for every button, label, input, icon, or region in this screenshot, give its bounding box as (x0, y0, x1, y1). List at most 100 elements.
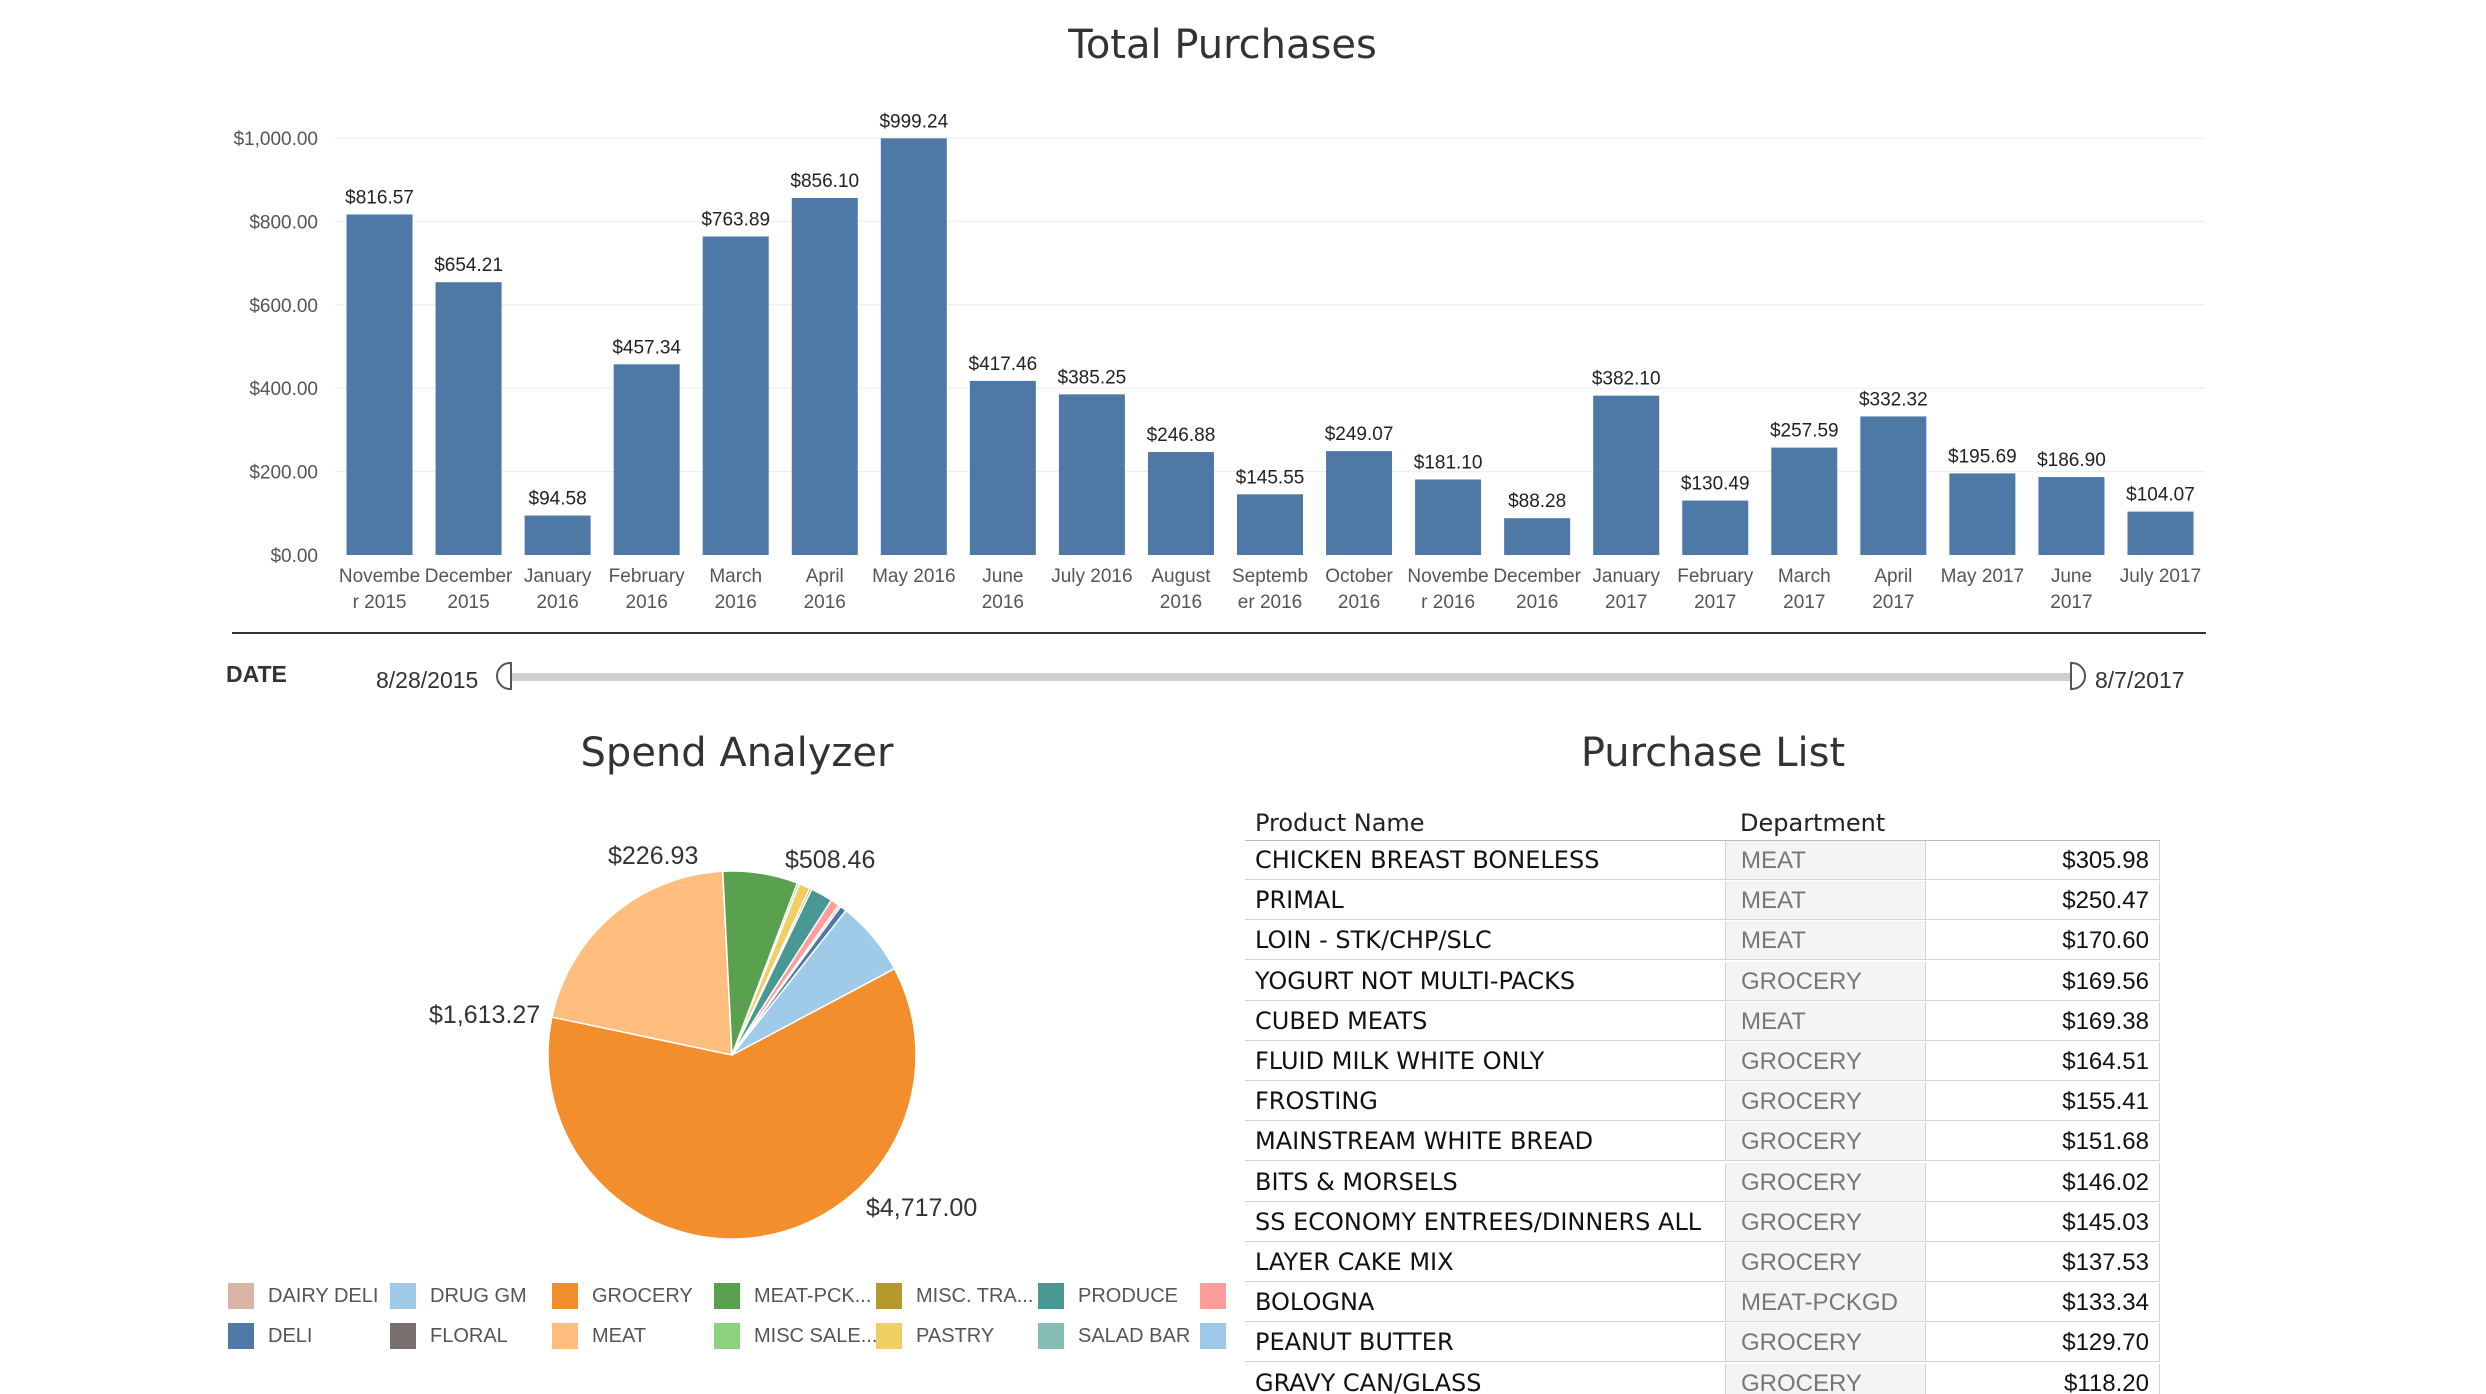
bar (1326, 451, 1393, 555)
department-cell: GROCERY (1725, 1162, 1925, 1202)
legend-item[interactable]: GROCERY (552, 1282, 693, 1310)
pie-chart-title: Spend Analyzer (580, 730, 894, 776)
date-slider-end-handle[interactable] (2070, 662, 2086, 690)
table-row[interactable]: GRAVY CAN/GLASS GROCERY $118.20 (1245, 1363, 2160, 1394)
bar (1771, 447, 1838, 555)
x-tick-label: January (1592, 566, 1660, 587)
legend-swatch (876, 1323, 902, 1349)
department-cell: GROCERY (1725, 1042, 1925, 1081)
amount-cell: $305.98 (1925, 841, 2160, 880)
table-row[interactable]: BITS & MORSELS GROCERY $146.02 (1245, 1162, 2160, 1203)
table-row[interactable]: FROSTING GROCERY $155.41 (1245, 1082, 2160, 1122)
legend-item[interactable]: PRODUCE (1038, 1282, 1178, 1310)
column-header-department[interactable]: Department (1740, 809, 1886, 837)
legend-label: DRUG GM (430, 1284, 527, 1307)
bar-value-label: $249.07 (1325, 424, 1394, 445)
legend-swatch (1038, 1283, 1064, 1309)
legend-item[interactable]: T (1200, 1322, 1228, 1350)
table-row[interactable]: PEANUT BUTTER GROCERY $129.70 (1245, 1323, 2160, 1363)
bar (1147, 452, 1214, 555)
x-tick-label: June (982, 566, 1023, 587)
legend-swatch (390, 1283, 416, 1309)
legend-item[interactable]: PASTRY (876, 1322, 994, 1350)
table-row[interactable]: FLUID MILK WHITE ONLY GROCERY $164.51 (1245, 1042, 2160, 1082)
legend-label: GROCERY (592, 1284, 693, 1307)
legend-label: PASTRY (916, 1324, 995, 1347)
date-slider-track[interactable] (500, 673, 2080, 681)
pie-slice (551, 870, 733, 1056)
table-row[interactable]: CUBED MEATS MEAT $169.38 (1245, 1001, 2160, 1042)
bar (702, 236, 769, 555)
table-row[interactable]: LOIN - STK/CHP/SLC MEAT $170.60 (1245, 921, 2160, 961)
x-tick-label: January (524, 566, 592, 587)
bar-value-label: $417.46 (969, 354, 1038, 375)
table-row[interactable]: SS ECONOMY ENTREES/DINNERS ALL GROCERY $14… (1245, 1202, 2160, 1243)
legend-item[interactable]: DAIRY DELI (228, 1282, 378, 1310)
amount-cell: $129.70 (1925, 1323, 2160, 1363)
legend-label: FLORAL (430, 1324, 508, 1347)
bar-value-label: $195.69 (1948, 446, 2017, 467)
x-tick-label: 2017 (1872, 592, 1914, 613)
table-row[interactable]: MAINSTREAM WHITE BREAD GROCERY $151.68 (1245, 1122, 2160, 1162)
department-cell: MEAT (1725, 1001, 1925, 1041)
x-tick-label: 2017 (1605, 592, 1647, 613)
bar-chart-title: Total Purchases (1068, 22, 1377, 68)
date-start-value: 8/28/2015 (376, 667, 479, 693)
amount-cell: $170.60 (1925, 921, 2160, 961)
amount-cell: $133.34 (1925, 1283, 2160, 1323)
x-tick-label: er 2016 (1238, 592, 1302, 613)
legend-item[interactable]: S (1200, 1282, 1228, 1310)
bar-value-label: $856.10 (790, 171, 859, 192)
bar (1949, 473, 2016, 555)
amount-cell: $169.38 (1925, 1001, 2160, 1041)
table-row[interactable]: CHICKEN BREAST BONELESS MEAT $305.98 (1245, 841, 2160, 881)
bar (880, 138, 947, 555)
amount-cell: $155.41 (1925, 1082, 2160, 1122)
x-tick-label: 2016 (536, 592, 578, 613)
table-header: Product Name Department (1245, 805, 2160, 841)
department-cell: MEAT (1725, 881, 1925, 921)
x-tick-label: October (1325, 566, 1393, 587)
legend-swatch (1200, 1323, 1226, 1349)
legend-item[interactable]: MISC SALE... (714, 1322, 877, 1350)
table-row[interactable]: PRIMAL MEAT $250.47 (1245, 881, 2160, 921)
legend-item[interactable]: DELI (228, 1322, 312, 1350)
y-tick-label: $400.00 (249, 379, 318, 400)
department-cell: MEAT (1725, 921, 1925, 961)
product-name-cell: CUBED MEATS (1245, 1001, 1725, 1041)
table-row[interactable]: LAYER CAKE MIX GROCERY $137.53 (1245, 1243, 2160, 1283)
table-row[interactable]: BOLOGNA MEAT-PCKGD $133.34 (1245, 1283, 2160, 1323)
bar (1593, 395, 1660, 555)
x-tick-label: Septemb (1232, 566, 1308, 587)
department-cell: GROCERY (1725, 1082, 1925, 1122)
product-name-cell: MAINSTREAM WHITE BREAD (1245, 1122, 1725, 1162)
y-tick-label: $0.00 (270, 546, 318, 567)
department-cell: MEAT-PCKGD (1725, 1283, 1925, 1323)
legend-item[interactable]: DRUG GM (390, 1282, 527, 1310)
bar-value-label: $332.32 (1859, 389, 1928, 410)
x-tick-label: August (1151, 566, 1211, 587)
x-tick-label: July 2017 (2120, 566, 2201, 587)
pie-slice (731, 909, 896, 1056)
x-tick-label: February (1677, 566, 1754, 587)
x-tick-label: 2016 (1338, 592, 1380, 613)
bar-value-label: $816.57 (345, 187, 414, 208)
bar (791, 198, 858, 556)
x-tick-label: March (1778, 566, 1831, 587)
bar (1415, 479, 1482, 555)
legend-item[interactable]: FLORAL (390, 1322, 508, 1350)
x-tick-label: 2017 (2050, 592, 2092, 613)
amount-cell: $137.53 (1925, 1243, 2160, 1282)
legend-item[interactable]: MEAT (552, 1322, 646, 1350)
legend-item[interactable]: SALAD BAR (1038, 1322, 1190, 1350)
legend-label: SALAD BAR (1078, 1324, 1191, 1347)
x-tick-label: 2016 (1516, 592, 1558, 613)
column-header-product-name[interactable]: Product Name (1255, 809, 1425, 837)
legend-item[interactable]: MISC. TRA... (876, 1282, 1033, 1310)
pie-label-grocery: $4,717.00 (866, 1194, 978, 1222)
legend-item[interactable]: MEAT-PCK... (714, 1282, 871, 1310)
date-slider-start-handle[interactable] (496, 662, 512, 690)
legend-label: DAIRY DELI (268, 1284, 379, 1307)
bar (435, 282, 502, 555)
table-row[interactable]: YOGURT NOT MULTI-PACKS GROCERY $169.56 (1245, 961, 2160, 1002)
